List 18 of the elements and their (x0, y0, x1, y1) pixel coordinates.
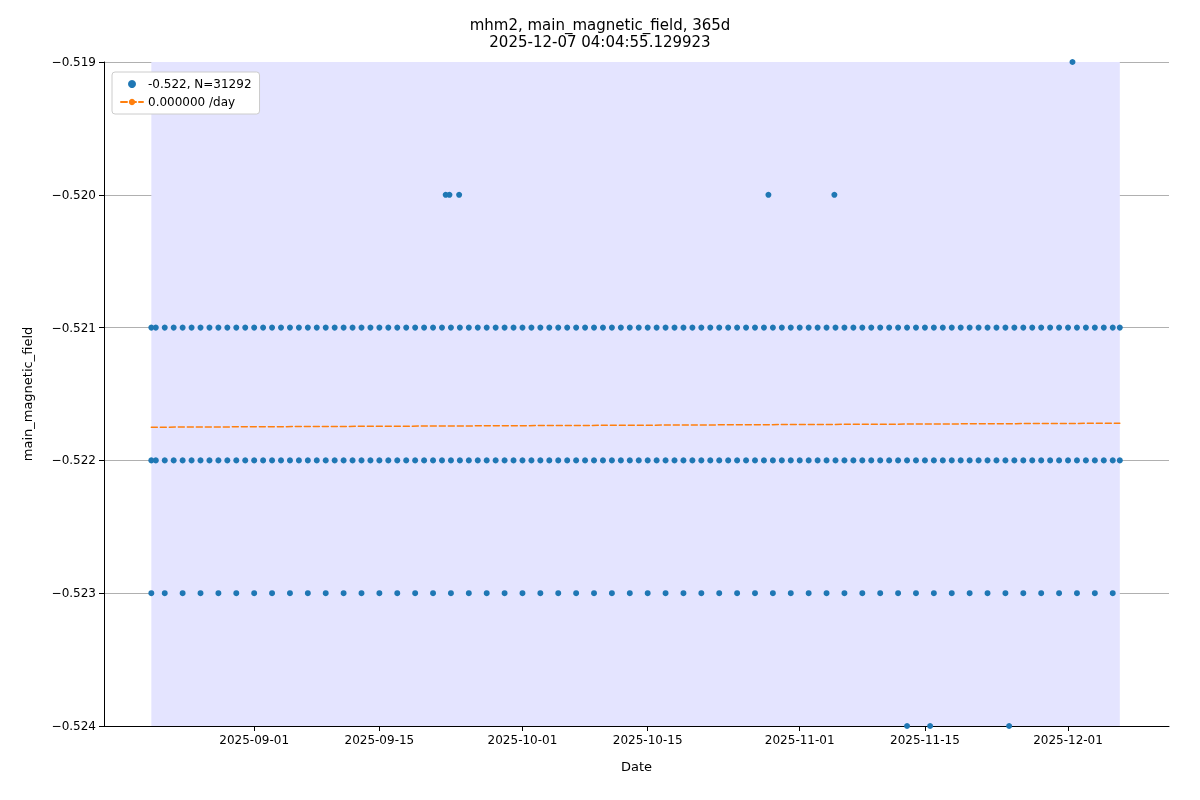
y-axis-title: main_magnetic_field (20, 326, 35, 462)
x-tick-label: 2025-09-15 (344, 733, 415, 747)
y-tick-label: −0.523 (51, 586, 96, 601)
y-tick-label: −0.519 (51, 55, 96, 69)
legend-label: 0.000000 /day (148, 95, 236, 109)
y-tick-label: −0.524 (51, 719, 96, 733)
chart-title: mhm2, main_magnetic_field, 365d (469, 15, 731, 35)
x-tick-label: 2025-10-01 (487, 733, 558, 747)
y-tick-label: −0.522 (51, 453, 96, 468)
x-tick-label: 2025-12-01 (1033, 733, 1103, 747)
x-axis-title: Date (620, 759, 653, 774)
y-tick-label: −0.521 (51, 320, 96, 335)
legend-label: -0.522, N=31292 (148, 77, 252, 91)
x-tick-label: 2025-09-01 (219, 733, 290, 747)
x-tick-label: 2025-11-15 (890, 733, 960, 747)
x-tick-label: 2025-11-01 (764, 733, 835, 747)
x-tick-label: 2025-10-15 (612, 733, 683, 747)
y-tick-label: −0.520 (51, 187, 96, 202)
